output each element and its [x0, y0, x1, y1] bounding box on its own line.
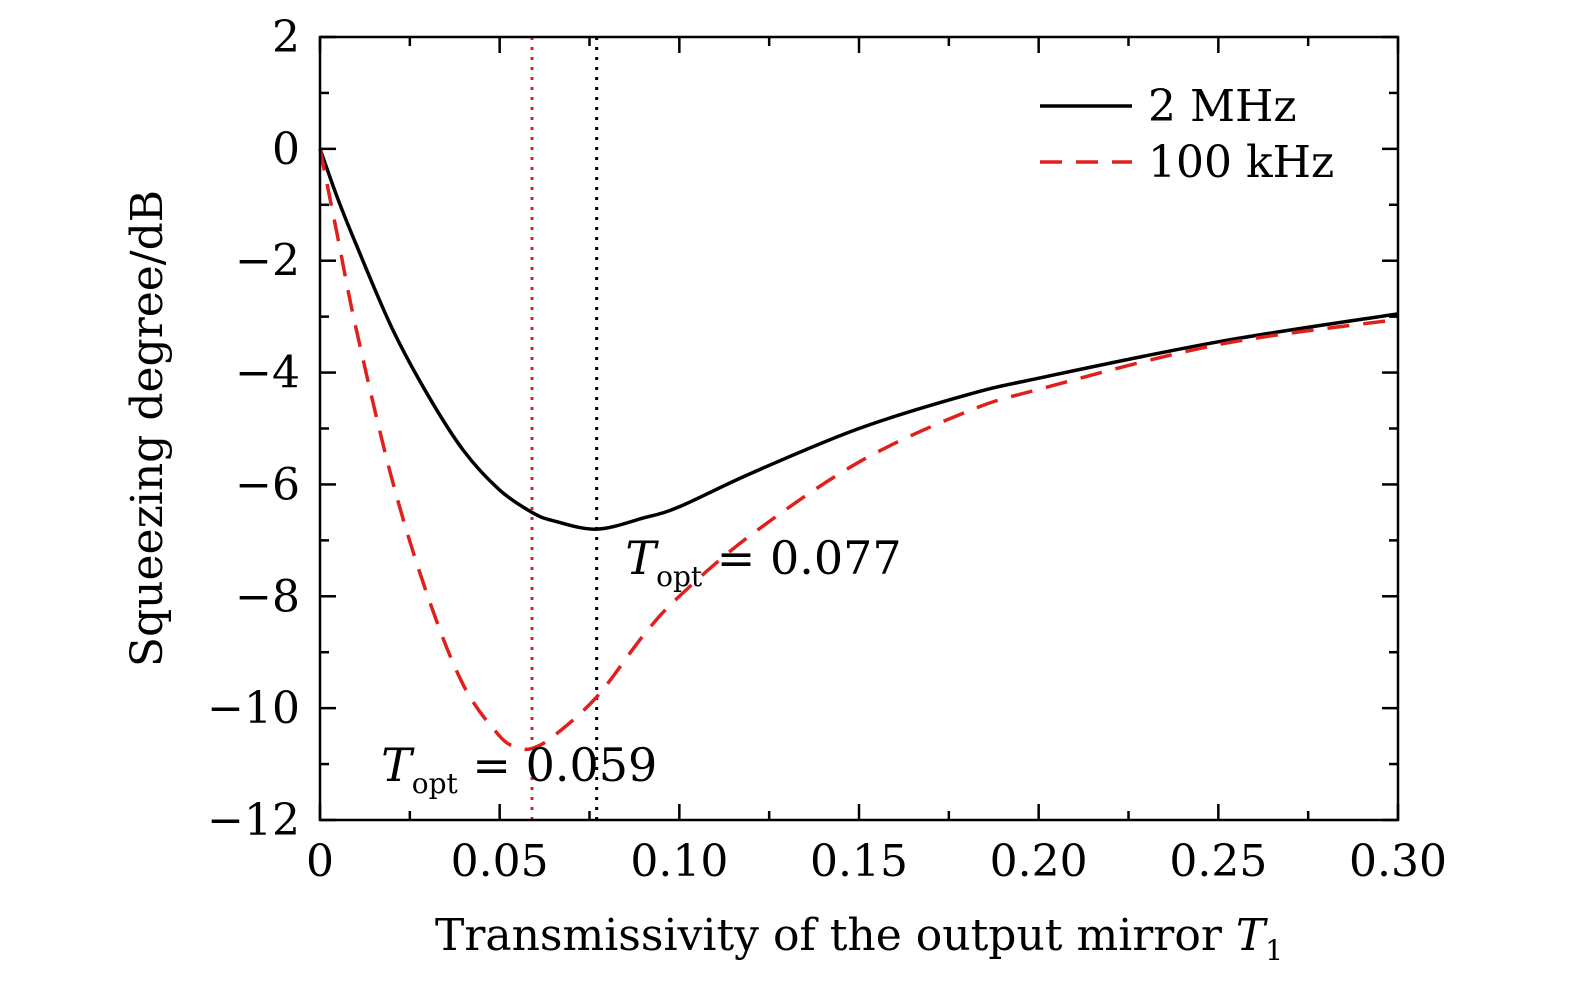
series-line-2mhz	[318, 148, 1399, 531]
x-tick-label: 0.10	[630, 836, 728, 887]
x-tick-label: 0.20	[990, 836, 1088, 887]
x-tick-label: 0.30	[1349, 836, 1447, 887]
y-tick-label: −10	[207, 683, 300, 734]
y-tick-label: −8	[235, 571, 300, 622]
legend-label-100khz: 100 kHz	[1148, 137, 1334, 188]
x-tick-label: 0.15	[810, 836, 908, 887]
x-axis-title-subscript: 1	[1265, 934, 1283, 967]
annotation-topt-100khz: Topt = 0.059	[381, 738, 657, 800]
tick-labels-layer: 0 0.05 0.10 0.15 0.20 0.25 0.30 2 0 −2 −4 −6 −8 −10 −1…	[207, 12, 1447, 887]
x-tick-label: 0.25	[1169, 836, 1267, 887]
series-layer	[318, 148, 1399, 752]
y-tick-label: 2	[272, 12, 300, 63]
y-axis-title: Squeezing degree/dB	[122, 190, 173, 667]
x-axis-title-main: Transmissivity of the output mirror	[435, 910, 1236, 961]
annotation-layer: Topt = 0.077 Topt = 0.059	[381, 531, 902, 800]
x-tick-label: 0	[306, 836, 334, 887]
y-tick-label: −6	[235, 459, 300, 510]
series-line-100khz	[318, 148, 1399, 752]
legend-label-2mhz: 2 MHz	[1148, 81, 1297, 132]
x-axis-title: Transmissivity of the output mirror T1	[435, 910, 1283, 967]
y-tick-label: −12	[207, 795, 300, 846]
annotation-topt-2mhz: Topt = 0.077	[625, 531, 901, 593]
y-tick-label: 0	[272, 124, 300, 175]
x-axis-title-symbol: T	[1236, 910, 1269, 961]
x-tick-label: 0.05	[451, 836, 549, 887]
y-tick-label: −4	[235, 348, 300, 399]
ticks-layer	[318, 35, 1400, 822]
vline-layer	[530, 37, 599, 820]
y-tick-label: −2	[235, 236, 300, 287]
